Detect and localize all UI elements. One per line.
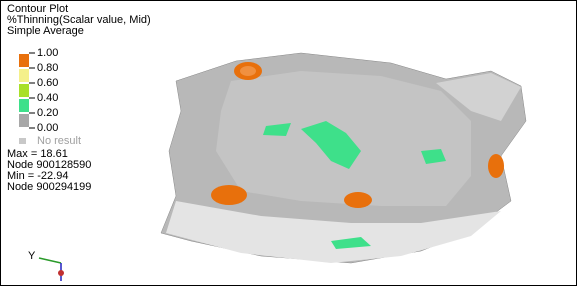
averaging: Simple Average [7, 25, 84, 37]
legend-swatch [19, 69, 29, 82]
triad: Y [28, 250, 64, 281]
legend-label: 0.80 [37, 62, 58, 74]
legend-swatch [19, 54, 29, 67]
legend-swatch [19, 99, 29, 112]
axis-label: Y [28, 250, 36, 262]
viewport: Contour Plot %Thinning(Scalar value, Mid… [0, 0, 577, 286]
legend-label: 0.60 [37, 77, 58, 89]
legend-label: No result [37, 135, 81, 147]
model [161, 53, 526, 263]
legend-label: 0.20 [37, 107, 58, 119]
legend-label: 0.40 [37, 92, 58, 104]
legend-swatch [19, 114, 29, 127]
legend-swatch [19, 84, 29, 97]
stat-line: Node 900294199 [7, 181, 91, 193]
legend-label: 0.00 [37, 122, 58, 134]
legend-label: 1.00 [37, 47, 58, 59]
contour-plot: Contour Plot %Thinning(Scalar value, Mid… [1, 1, 576, 285]
legend-swatch [19, 138, 26, 144]
